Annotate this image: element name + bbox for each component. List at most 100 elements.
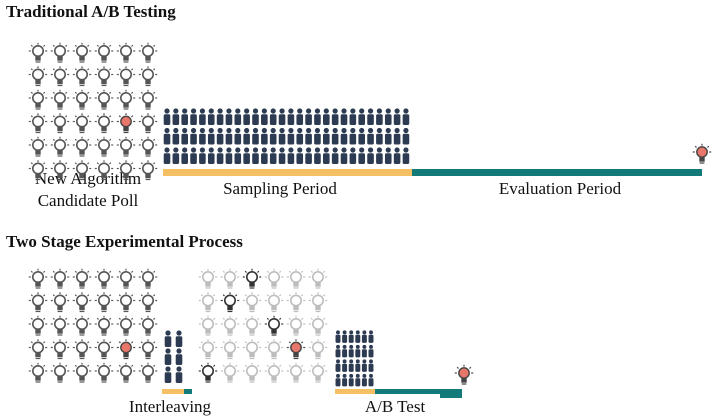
faded-bulb-icon <box>198 268 218 289</box>
person-icon <box>384 147 392 164</box>
faded-bulb-icon <box>220 338 240 360</box>
lightbulb-icon <box>72 42 92 63</box>
person-icon <box>348 330 354 343</box>
lightbulb-icon <box>28 159 48 181</box>
person-icon <box>335 330 341 343</box>
person-icon <box>181 108 188 125</box>
person-icon <box>207 108 215 125</box>
candidate-poll-grid-stage2 <box>28 268 158 383</box>
person-icon <box>164 330 172 347</box>
person-icon <box>243 108 250 125</box>
person-icon <box>225 108 233 125</box>
person-icon <box>340 127 348 145</box>
lightbulb-icon <box>28 89 48 110</box>
lightbulb-icon <box>94 65 114 87</box>
ab-sampling-bar <box>335 389 375 394</box>
person-icon <box>225 127 233 145</box>
person-icon <box>305 127 312 145</box>
person-icon <box>225 147 233 164</box>
lightbulb-icon <box>94 42 114 63</box>
person-icon <box>331 108 339 125</box>
person-icon <box>402 127 410 145</box>
lightbulb-icon <box>94 89 114 110</box>
person-icon <box>269 127 277 145</box>
lightbulb-icon <box>138 65 158 87</box>
lightbulb-icon <box>50 65 70 87</box>
person-icon <box>367 147 374 164</box>
person-icon <box>355 373 361 387</box>
person-icon <box>335 344 341 358</box>
person-icon <box>376 127 383 145</box>
person-icon <box>296 108 304 125</box>
interleaving-label: Interleaving <box>128 397 212 416</box>
lightbulb-icon <box>138 338 158 360</box>
person-icon <box>216 147 224 164</box>
person-icon <box>376 147 383 164</box>
lightbulb-icon <box>28 315 48 336</box>
person-icon <box>358 147 365 164</box>
lightbulb-icon <box>116 65 136 87</box>
faded-bulb-icon <box>286 291 306 313</box>
person-icon <box>393 127 401 145</box>
person-icon <box>368 330 374 343</box>
faded-bulb-icon <box>242 291 262 313</box>
shortlisted-bulb-icon <box>220 291 240 313</box>
two-stage-process-title: Two Stage Experimental Process <box>6 232 243 251</box>
person-icon <box>368 344 374 358</box>
lightbulb-icon <box>94 136 114 157</box>
person-icon <box>331 147 339 164</box>
faded-bulb-icon <box>286 268 306 289</box>
lightbulb-icon <box>138 89 158 110</box>
winning-bulb-icon <box>692 143 712 164</box>
lightbulb-icon <box>116 315 136 336</box>
lightbulb-icon <box>50 291 70 313</box>
faded-bulb-icon <box>264 362 284 383</box>
lightbulb-icon <box>28 65 48 87</box>
person-icon <box>190 108 197 125</box>
person-icon <box>384 127 392 145</box>
person-icon <box>172 147 180 164</box>
person-icon <box>243 147 250 164</box>
lightbulb-icon <box>94 315 114 336</box>
selected-bulb-icon <box>286 338 306 360</box>
faded-bulb-icon <box>308 362 328 383</box>
lightbulb-icon <box>72 159 92 181</box>
person-icon <box>342 344 348 358</box>
faded-bulb-icon <box>308 291 328 313</box>
shortlisted-bulb-icon <box>198 362 218 383</box>
lightbulb-icon <box>94 362 114 383</box>
person-icon <box>234 127 242 145</box>
sampling-crowd <box>163 108 410 164</box>
person-icon <box>207 127 215 145</box>
lightbulb-icon <box>50 268 70 289</box>
person-icon <box>368 373 374 387</box>
candidate-poll-grid <box>28 42 158 181</box>
person-icon <box>358 127 365 145</box>
person-icon <box>361 373 367 387</box>
ab-evaluation-bar-step <box>440 389 462 398</box>
faded-bulb-icon <box>308 315 328 336</box>
person-icon <box>190 127 197 145</box>
person-icon <box>376 108 383 125</box>
person-icon <box>340 147 348 164</box>
person-icon <box>199 108 206 125</box>
person-icon <box>348 344 354 358</box>
lightbulb-icon <box>138 315 158 336</box>
lightbulb-icon <box>50 315 70 336</box>
lightbulb-icon <box>94 159 114 181</box>
lightbulb-icon <box>138 42 158 63</box>
person-icon <box>252 147 259 164</box>
interleaving-evaluation-bar <box>184 389 192 394</box>
poll-label-line2: Candidate Poll <box>37 191 139 210</box>
lightbulb-icon <box>94 291 114 313</box>
lightbulb-icon <box>50 42 70 63</box>
person-icon <box>323 127 330 145</box>
person-icon <box>163 108 171 125</box>
faded-bulb-icon <box>264 338 284 360</box>
evaluation-period-label: Evaluation Period <box>498 179 622 198</box>
person-icon <box>243 127 250 145</box>
person-icon <box>181 127 188 145</box>
faded-bulb-icon <box>242 362 262 383</box>
person-icon <box>278 127 286 145</box>
